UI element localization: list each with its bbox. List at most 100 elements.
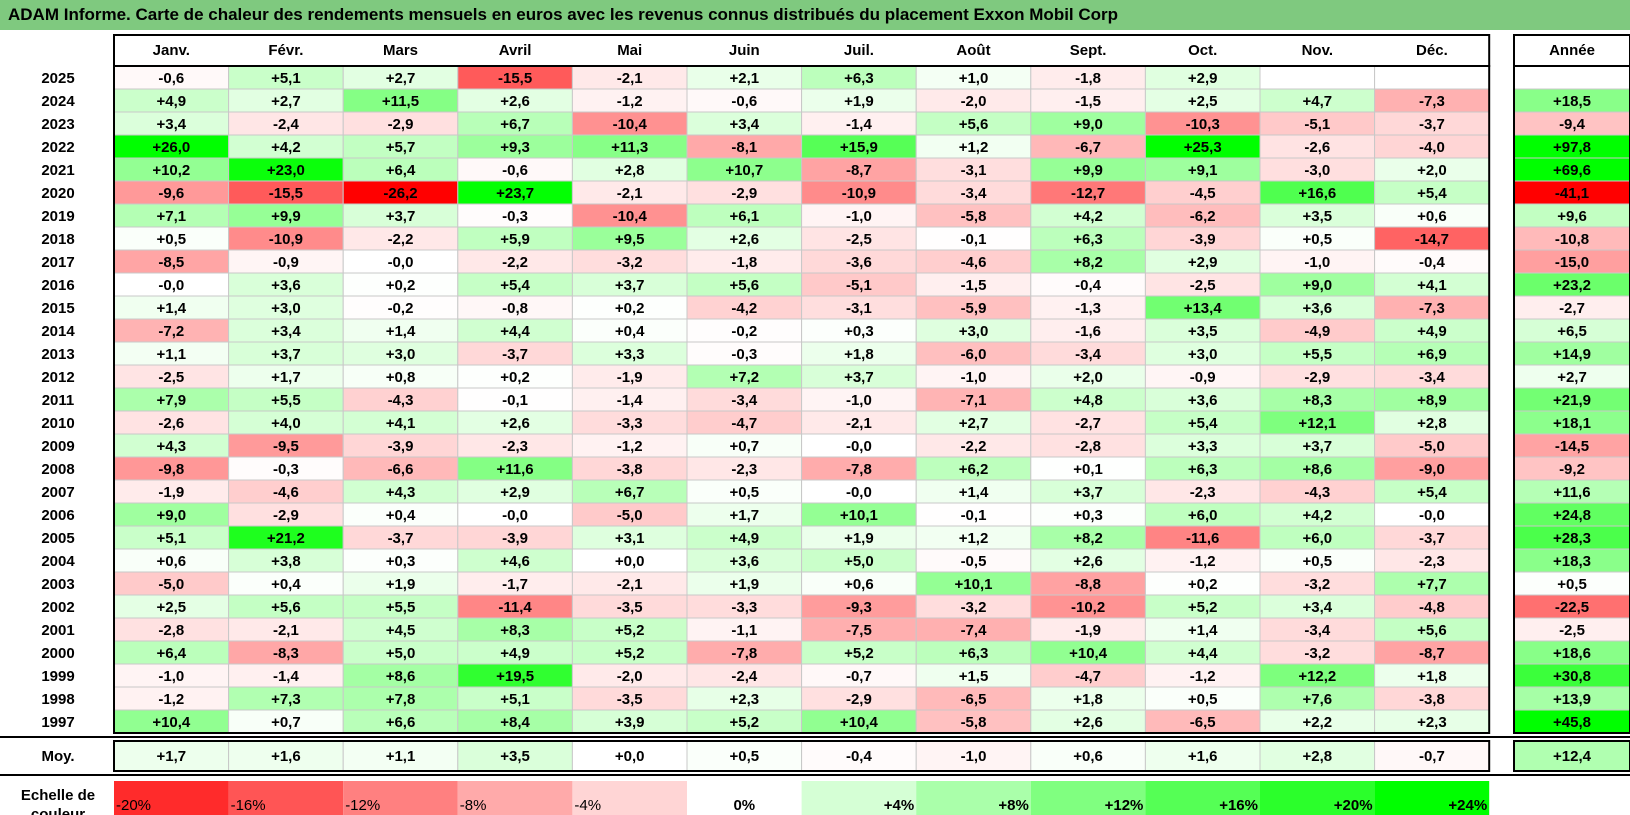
cell-value: -10,9 — [842, 185, 876, 202]
cell-value: +6,0 — [1188, 507, 1218, 524]
cell-value: +5,5 — [386, 599, 416, 616]
scale-label-value: +24% — [1448, 797, 1487, 814]
annual-value: +14,9 — [1553, 346, 1591, 363]
cell-value: -3,9 — [388, 438, 414, 455]
average-value: +1,1 — [386, 748, 416, 765]
scale-label-value: -16% — [231, 797, 266, 814]
year-label: 2002 — [41, 599, 74, 616]
cell-value: +3,3 — [615, 346, 645, 363]
cell-value: +2,6 — [729, 231, 759, 248]
cell-value: +2,9 — [500, 484, 530, 501]
cell-value: +1,8 — [1073, 691, 1103, 708]
cell-value: +7,9 — [156, 392, 186, 409]
cell-value: -0,3 — [731, 346, 757, 363]
cell-value: -2,9 — [273, 507, 299, 524]
cell-value: -3,5 — [617, 691, 643, 708]
cell-value: -3,7 — [1419, 530, 1445, 547]
cell-value: +11,5 — [382, 93, 419, 110]
cell-value: -4,2 — [731, 300, 757, 317]
average-cell — [686, 740, 803, 772]
cell-value: +10,4 — [840, 714, 879, 731]
cell-value: -0,6 — [502, 162, 528, 179]
cell-value: +8,6 — [1302, 461, 1332, 478]
cell-value: +1,8 — [1417, 668, 1447, 685]
scale-label-value: +8% — [998, 797, 1028, 814]
cell-value: -3,4 — [731, 392, 758, 409]
cell-value: -3,8 — [617, 461, 643, 478]
cell-value: +8,6 — [386, 668, 416, 685]
cell-value: +2,7 — [386, 70, 416, 87]
cell-value: -10,3 — [1186, 116, 1220, 133]
cell-value: +8,2 — [1073, 530, 1103, 547]
cell-value: +0,3 — [386, 553, 416, 570]
cell-value: -8,7 — [846, 162, 872, 179]
cell-value: +4,9 — [729, 530, 759, 547]
cell-value: -3,4 — [1419, 369, 1446, 386]
cell-value: -0,5 — [961, 553, 987, 570]
cell-value: +0,1 — [1073, 461, 1103, 478]
cell-value: +7,1 — [156, 208, 186, 225]
cell-value: -0,0 — [158, 277, 184, 294]
cell-value: -2,1 — [617, 70, 643, 87]
scale-label-value: +16% — [1219, 797, 1258, 814]
cell-value: +2,8 — [615, 162, 645, 179]
cell-value: +7,7 — [1417, 576, 1447, 593]
cell-value: -26,2 — [383, 185, 417, 202]
year-label: 2009 — [41, 438, 74, 455]
year-label: 1997 — [41, 714, 74, 731]
cell-value: -3,2 — [1304, 645, 1330, 662]
average-label: Moy. — [41, 748, 74, 765]
cell-value: -1,3 — [1075, 300, 1101, 317]
cell-value: +10,2 — [152, 162, 190, 179]
year-label: 2018 — [41, 231, 74, 248]
cell-value: +3,6 — [1302, 300, 1332, 317]
cell-value: +15,9 — [840, 139, 878, 156]
scale-label: Echelle de — [21, 787, 95, 804]
cell-value: +3,6 — [1188, 392, 1218, 409]
cell-value: +2,9 — [1188, 70, 1218, 87]
cell-value: -3,6 — [846, 254, 872, 271]
cell-value: +0,7 — [729, 438, 759, 455]
average-value: +1,6 — [1188, 748, 1218, 765]
average-value: +1,7 — [156, 748, 186, 765]
cell-value: +3,0 — [959, 323, 989, 340]
cell-value: -0,0 — [388, 254, 414, 271]
cell-value: +9,9 — [271, 208, 301, 225]
column-header-2: Févr. — [268, 42, 303, 59]
cell-value: -1,8 — [1075, 70, 1101, 87]
cell-value: -6,6 — [388, 461, 414, 478]
cell-value: -3,9 — [502, 530, 528, 547]
cell-value: +4,4 — [1188, 645, 1218, 662]
cell-value: +1,5 — [959, 668, 989, 685]
cell-value: +1,9 — [386, 576, 416, 593]
cell-value: +2,5 — [1188, 93, 1218, 110]
cell-value: -7,5 — [846, 622, 872, 639]
cell-value: -1,4 — [617, 392, 644, 409]
cell-value: -5,8 — [961, 208, 987, 225]
cell-value: -0,1 — [502, 392, 528, 409]
cell-value: +4,2 — [1073, 208, 1103, 225]
cell-value: -3,3 — [617, 415, 643, 432]
scale-swatch — [1374, 781, 1490, 815]
cell-value: -0,2 — [388, 300, 414, 317]
cell-value: +4,9 — [156, 93, 186, 110]
scale-swatch — [687, 781, 802, 815]
cell-value: +9,1 — [1188, 162, 1218, 179]
cell-value: +3,7 — [1302, 438, 1332, 455]
cell-value: +8,9 — [1417, 392, 1447, 409]
average-value: -1,0 — [961, 748, 987, 765]
cell-value: +2,0 — [1417, 162, 1447, 179]
cell-value: +5,6 — [729, 277, 759, 294]
cell-value: +21,2 — [267, 530, 305, 547]
cell-value: -1,9 — [617, 369, 643, 386]
cell-value: +3,0 — [271, 300, 301, 317]
cell-value: -0,7 — [846, 668, 872, 685]
cell-value: -2,2 — [961, 438, 987, 455]
cell-value: -1,8 — [731, 254, 757, 271]
cell-value: -1,9 — [158, 484, 184, 501]
cell-value: -1,9 — [1075, 622, 1101, 639]
column-header-6: Juin — [729, 42, 760, 59]
cell-value: +25,3 — [1184, 139, 1222, 156]
cell-value: +6,0 — [1302, 530, 1332, 547]
year-label: 2012 — [41, 369, 74, 386]
